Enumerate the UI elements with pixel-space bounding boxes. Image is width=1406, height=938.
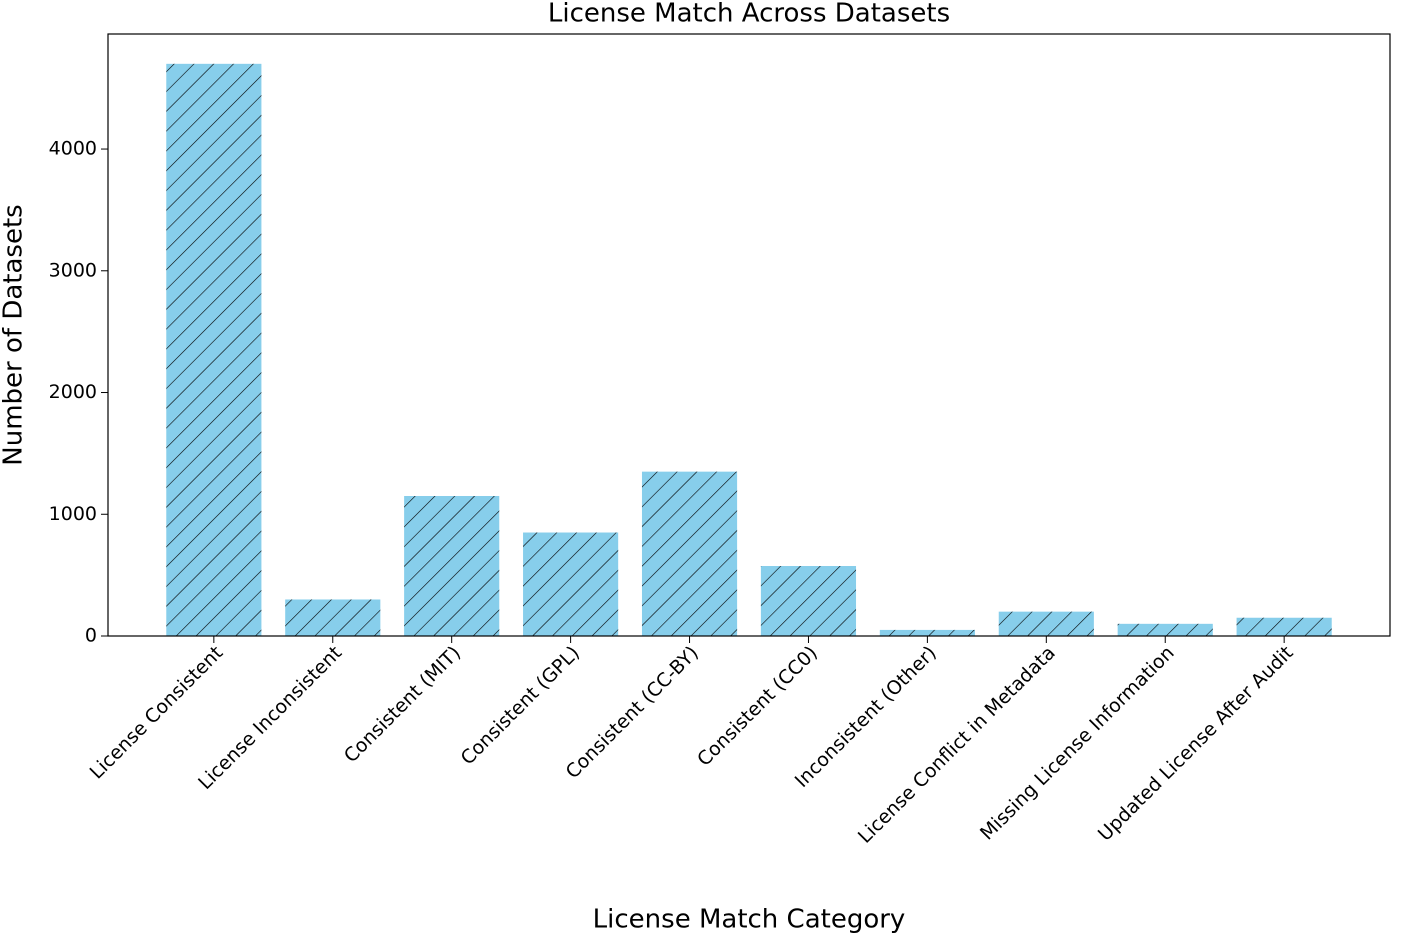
x-tick-label: Consistent (CC-BY) bbox=[562, 642, 703, 783]
y-tick-label: 4000 bbox=[49, 138, 97, 160]
y-axis-label: Number of Datasets bbox=[0, 204, 29, 465]
x-tick-label: Consistent (GPL) bbox=[457, 642, 584, 769]
bar-hatch bbox=[1236, 617, 1332, 636]
y-tick-label: 3000 bbox=[49, 259, 97, 281]
chart-title: License Match Across Datasets bbox=[548, 0, 950, 29]
y-tick-label: 0 bbox=[85, 625, 97, 647]
bar-hatch bbox=[166, 63, 262, 636]
x-tick-label: Consistent (CC0) bbox=[693, 642, 822, 771]
y-tick-label: 2000 bbox=[49, 381, 97, 403]
x-tick-label: Consistent (MIT) bbox=[340, 642, 465, 767]
x-tick-label: Missing License Information bbox=[976, 642, 1179, 845]
x-tick-label: License Consistent bbox=[86, 642, 228, 784]
bar-hatch bbox=[879, 629, 975, 636]
bar-hatch bbox=[523, 532, 619, 636]
bar-hatch bbox=[998, 611, 1094, 636]
x-tick-label: Updated License After Audit bbox=[1094, 642, 1298, 846]
bar-hatch bbox=[641, 471, 738, 636]
bar-hatch bbox=[1117, 623, 1213, 636]
y-tick-label: 1000 bbox=[49, 503, 97, 525]
bar-hatch bbox=[760, 566, 857, 636]
x-axis-label: License Match Category bbox=[593, 905, 906, 935]
x-tick-label: License Conflict in Metadata bbox=[854, 642, 1060, 848]
plot-frame bbox=[107, 33, 1391, 637]
bar-hatch bbox=[404, 496, 500, 636]
bar-hatch bbox=[285, 599, 381, 636]
